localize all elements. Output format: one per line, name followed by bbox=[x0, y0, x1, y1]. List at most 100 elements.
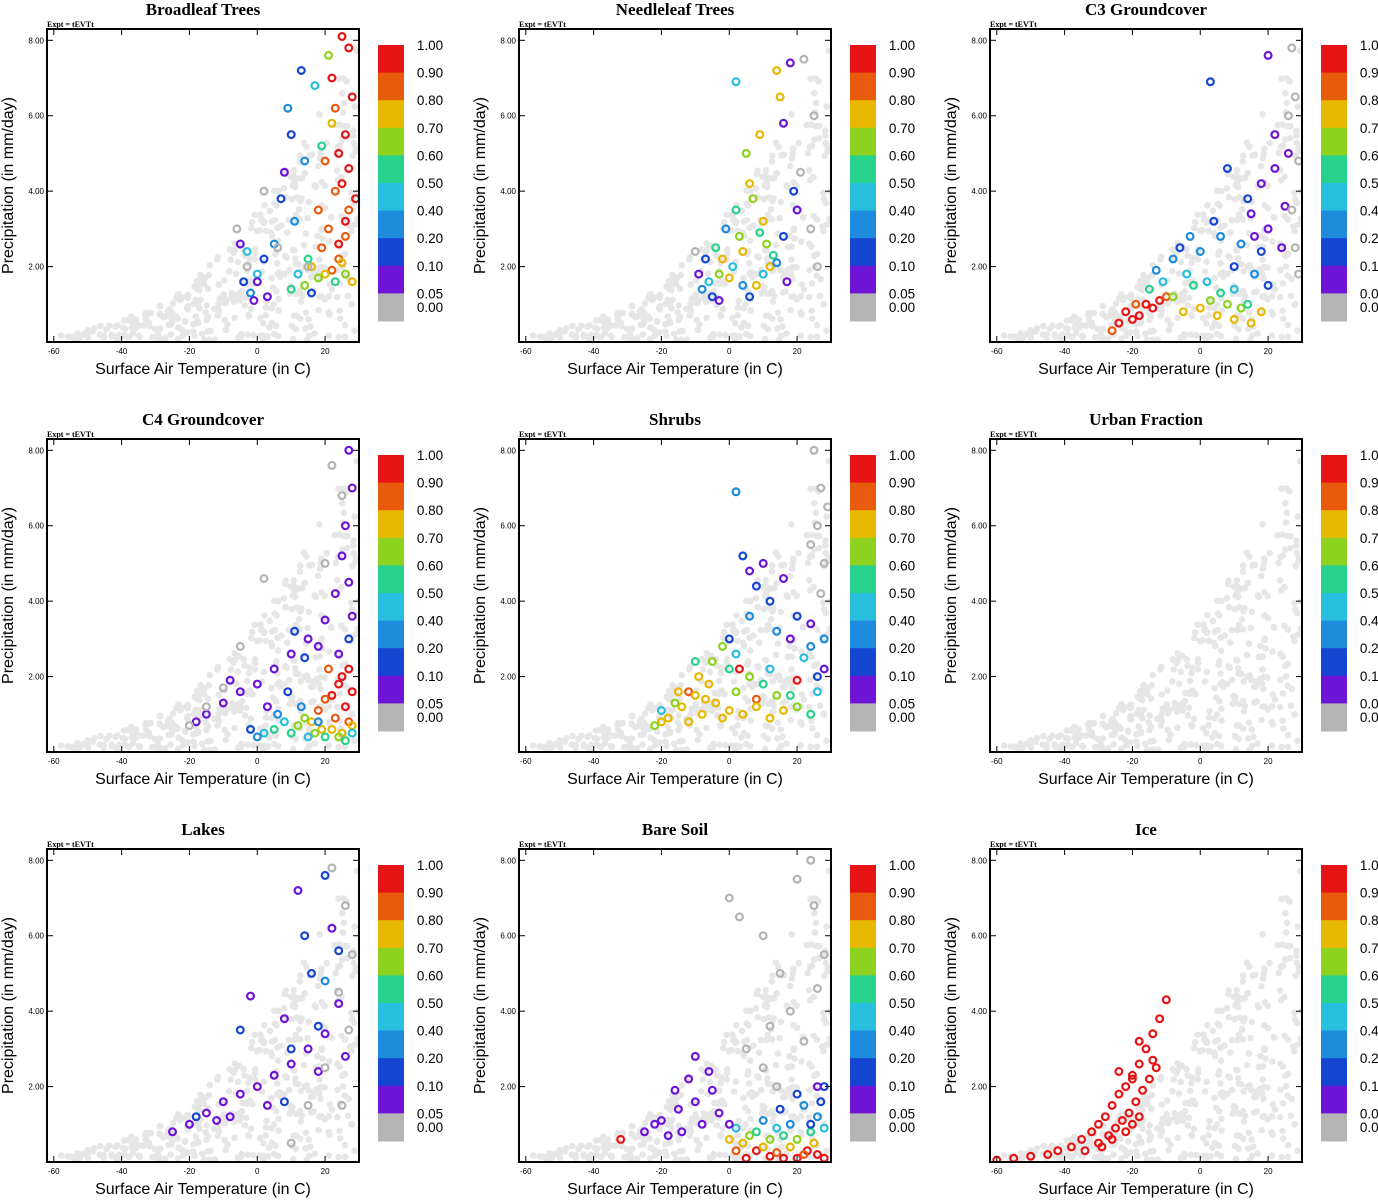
background-point bbox=[775, 336, 783, 342]
background-point bbox=[812, 895, 819, 902]
x-axis-label: Surface Air Temperature (in C) bbox=[95, 1181, 311, 1198]
background-point bbox=[335, 485, 342, 493]
background-point bbox=[1196, 1047, 1204, 1055]
data-point bbox=[252, 732, 262, 742]
colorbar-label: 0.80 bbox=[417, 93, 443, 108]
background-point bbox=[1196, 227, 1204, 235]
data-point bbox=[700, 254, 710, 264]
background-point bbox=[1291, 1009, 1298, 1017]
background-point bbox=[1226, 254, 1234, 261]
background-point bbox=[262, 714, 270, 721]
data-point bbox=[656, 717, 666, 727]
background-point bbox=[825, 867, 831, 875]
data-point bbox=[778, 705, 788, 715]
background-point bbox=[1143, 746, 1151, 752]
background-point bbox=[1235, 735, 1242, 743]
background-point bbox=[1184, 662, 1191, 669]
colorbar-swatch bbox=[1321, 455, 1347, 484]
data-point bbox=[279, 1014, 289, 1024]
background-point bbox=[775, 746, 783, 752]
background-point bbox=[620, 743, 628, 751]
background-point bbox=[140, 322, 147, 330]
background-point bbox=[275, 1115, 282, 1123]
background-point bbox=[215, 710, 222, 718]
background-point bbox=[1279, 121, 1286, 128]
background-point bbox=[1225, 1013, 1233, 1021]
background-point bbox=[1287, 292, 1295, 300]
background-point bbox=[1241, 1112, 1249, 1120]
colorbar-label: 0.90 bbox=[417, 886, 443, 901]
background-point bbox=[1264, 1024, 1272, 1032]
y-tick-label: 6.00 bbox=[500, 112, 516, 121]
background-point bbox=[807, 485, 814, 493]
colorbar-swatch bbox=[850, 127, 876, 156]
background-point bbox=[1209, 617, 1217, 625]
background-point bbox=[290, 167, 298, 174]
background-point bbox=[253, 637, 261, 645]
background-point bbox=[1049, 322, 1056, 330]
background-point bbox=[339, 929, 347, 936]
x-tick-label: -60 bbox=[48, 757, 60, 766]
background-point bbox=[348, 606, 356, 613]
background-point bbox=[123, 742, 130, 750]
background-point bbox=[1253, 288, 1260, 295]
background-point bbox=[1246, 553, 1253, 560]
background-point bbox=[148, 1153, 156, 1161]
background-point bbox=[236, 1111, 244, 1119]
background-point bbox=[709, 1153, 717, 1160]
background-point bbox=[350, 132, 357, 139]
background-point bbox=[709, 333, 717, 341]
background-point bbox=[713, 1072, 720, 1079]
background-point bbox=[244, 741, 251, 748]
background-point bbox=[1226, 1074, 1234, 1081]
background-point bbox=[292, 260, 300, 267]
background-point bbox=[653, 1137, 661, 1145]
background-point bbox=[307, 323, 314, 331]
data-point bbox=[677, 702, 687, 712]
background-point bbox=[1286, 544, 1294, 552]
background-point bbox=[214, 666, 221, 673]
background-point bbox=[1211, 729, 1218, 737]
background-point bbox=[1055, 323, 1062, 331]
background-point bbox=[618, 1142, 625, 1150]
colorbar-label: 0.10 bbox=[417, 669, 443, 684]
background-point bbox=[679, 737, 686, 745]
background-point bbox=[1149, 336, 1156, 342]
data-point bbox=[765, 713, 775, 723]
colorbar-label: 0.50 bbox=[889, 996, 915, 1011]
data-point bbox=[704, 1066, 714, 1076]
background-point bbox=[236, 707, 244, 714]
background-point bbox=[1191, 628, 1199, 636]
background-point bbox=[1233, 172, 1241, 180]
background-point bbox=[732, 730, 739, 737]
colorbar-label: 0.80 bbox=[889, 503, 915, 518]
background-point bbox=[772, 1061, 780, 1069]
plot-area bbox=[529, 855, 831, 1162]
background-point bbox=[773, 579, 780, 587]
data-point bbox=[745, 611, 755, 621]
background-point bbox=[112, 323, 119, 331]
background-point bbox=[1241, 605, 1248, 612]
background-point bbox=[1033, 735, 1041, 742]
background-point bbox=[1148, 1091, 1156, 1099]
data-point bbox=[340, 130, 350, 140]
data-point bbox=[347, 721, 357, 731]
background-point bbox=[115, 741, 123, 748]
data-point bbox=[697, 1119, 707, 1129]
background-point bbox=[333, 167, 341, 174]
background-point bbox=[1139, 1106, 1146, 1114]
background-point bbox=[1294, 631, 1302, 638]
background-point bbox=[1211, 1094, 1218, 1102]
data-point bbox=[1151, 1063, 1161, 1073]
background-point bbox=[1058, 741, 1066, 748]
background-point bbox=[1239, 158, 1247, 165]
background-point bbox=[764, 1080, 772, 1087]
background-point bbox=[782, 683, 789, 690]
background-point bbox=[812, 919, 820, 927]
background-point bbox=[146, 732, 153, 740]
background-point bbox=[1277, 997, 1285, 1004]
data-point bbox=[1222, 164, 1232, 174]
colorbar-swatch bbox=[378, 1058, 404, 1087]
background-point bbox=[1294, 737, 1301, 744]
